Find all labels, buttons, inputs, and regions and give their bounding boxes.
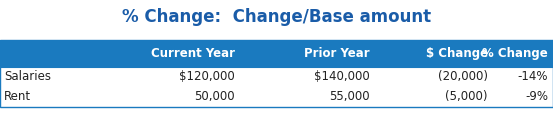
Text: $ Change: $ Change xyxy=(426,47,488,60)
Text: % Change:  Change/Base amount: % Change: Change/Base amount xyxy=(122,8,431,26)
Text: -9%: -9% xyxy=(525,90,548,103)
Text: 55,000: 55,000 xyxy=(330,90,370,103)
Text: $120,000: $120,000 xyxy=(179,70,235,83)
Text: 50,000: 50,000 xyxy=(194,90,235,103)
Text: $140,000: $140,000 xyxy=(314,70,370,83)
Text: Salaries: Salaries xyxy=(4,70,51,83)
Text: Current Year: Current Year xyxy=(151,47,235,60)
Text: Prior Year: Prior Year xyxy=(304,47,370,60)
Text: -14%: -14% xyxy=(518,70,548,83)
Text: (20,000): (20,000) xyxy=(438,70,488,83)
FancyBboxPatch shape xyxy=(0,40,553,67)
Text: (5,000): (5,000) xyxy=(446,90,488,103)
Text: % Change: % Change xyxy=(482,47,548,60)
Text: Rent: Rent xyxy=(4,90,31,103)
